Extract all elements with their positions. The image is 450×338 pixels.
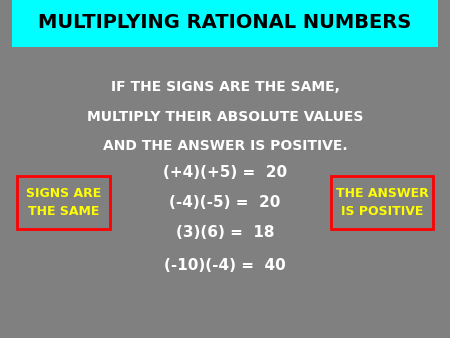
Text: (-4)(-5) =  20: (-4)(-5) = 20 [169,195,281,210]
Text: MULTIPLYING RATIONAL NUMBERS: MULTIPLYING RATIONAL NUMBERS [38,13,412,32]
Text: IS POSITIVE: IS POSITIVE [341,205,423,218]
Text: (3)(6) =  18: (3)(6) = 18 [176,225,274,240]
Text: AND THE ANSWER IS POSITIVE.: AND THE ANSWER IS POSITIVE. [103,140,347,153]
FancyBboxPatch shape [12,0,438,47]
Text: THE ANSWER: THE ANSWER [336,187,429,200]
Text: (-10)(-4) =  40: (-10)(-4) = 40 [164,258,286,273]
Text: (+4)(+5) =  20: (+4)(+5) = 20 [163,165,287,180]
FancyBboxPatch shape [331,176,433,229]
Text: SIGNS ARE: SIGNS ARE [26,187,101,200]
Text: THE SAME: THE SAME [27,205,99,218]
Text: MULTIPLY THEIR ABSOLUTE VALUES: MULTIPLY THEIR ABSOLUTE VALUES [87,110,363,124]
Text: IF THE SIGNS ARE THE SAME,: IF THE SIGNS ARE THE SAME, [111,80,339,94]
FancyBboxPatch shape [17,176,110,229]
